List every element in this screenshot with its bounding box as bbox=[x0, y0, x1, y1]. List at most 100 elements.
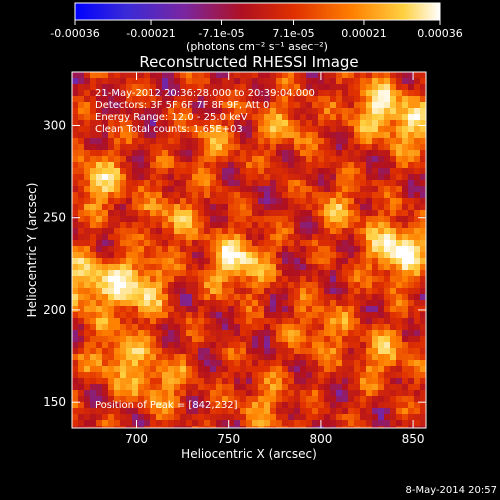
heatmap-cell bbox=[402, 72, 408, 78]
heatmap-cell bbox=[78, 402, 84, 408]
heatmap-cell bbox=[366, 216, 372, 222]
heatmap-cell bbox=[144, 396, 150, 402]
heatmap-cell bbox=[192, 324, 198, 330]
heatmap-cell bbox=[312, 276, 318, 282]
heatmap-cell bbox=[108, 294, 114, 300]
heatmap-cell bbox=[156, 414, 162, 420]
heatmap-cell bbox=[150, 426, 156, 428]
heatmap-cell bbox=[222, 204, 228, 210]
heatmap-cell bbox=[180, 192, 186, 198]
heatmap-cell bbox=[174, 414, 180, 420]
heatmap-cell bbox=[240, 222, 246, 228]
heatmap-cell bbox=[312, 246, 318, 252]
heatmap-cell bbox=[366, 150, 372, 156]
heatmap-cell bbox=[132, 72, 138, 78]
heatmap-cell bbox=[282, 114, 288, 120]
heatmap-cell bbox=[240, 198, 246, 204]
heatmap-cell bbox=[222, 372, 228, 378]
heatmap-cell bbox=[258, 108, 264, 114]
heatmap-cell bbox=[108, 330, 114, 336]
heatmap-cell bbox=[360, 108, 366, 114]
heatmap-cell bbox=[294, 408, 300, 414]
heatmap-cell bbox=[132, 258, 138, 264]
heatmap-cell bbox=[324, 90, 330, 96]
heatmap-cell bbox=[360, 408, 366, 414]
heatmap-cell bbox=[144, 354, 150, 360]
heatmap-cell bbox=[306, 90, 312, 96]
heatmap-cell bbox=[234, 294, 240, 300]
heatmap-cell bbox=[294, 354, 300, 360]
heatmap-cell bbox=[132, 180, 138, 186]
heatmap-cell bbox=[228, 90, 234, 96]
heatmap-cell bbox=[222, 138, 228, 144]
heatmap-cell bbox=[168, 198, 174, 204]
heatmap-cell bbox=[126, 360, 132, 366]
heatmap-cell bbox=[126, 252, 132, 258]
heatmap-cell bbox=[162, 258, 168, 264]
heatmap-cell bbox=[108, 138, 114, 144]
heatmap-cell bbox=[198, 126, 204, 132]
heatmap-cell bbox=[90, 414, 96, 420]
heatmap-cell bbox=[318, 102, 324, 108]
heatmap-cell bbox=[378, 234, 384, 240]
heatmap-cell bbox=[72, 150, 78, 156]
heatmap-cell bbox=[186, 414, 192, 420]
heatmap-cell bbox=[78, 198, 84, 204]
heatmap-cell bbox=[294, 366, 300, 372]
heatmap-cell bbox=[216, 156, 222, 162]
annotation-detectors: Detectors: 3F 5F 6F 7F 8F 9F, Att 0 bbox=[95, 100, 269, 111]
heatmap-cell bbox=[306, 258, 312, 264]
heatmap-cell bbox=[228, 324, 234, 330]
heatmap-cell bbox=[354, 306, 360, 312]
heatmap-cell bbox=[228, 384, 234, 390]
heatmap-cell bbox=[264, 426, 270, 428]
heatmap-cell bbox=[264, 234, 270, 240]
heatmap-cell bbox=[246, 168, 252, 174]
heatmap-cell bbox=[216, 180, 222, 186]
heatmap-cell bbox=[198, 384, 204, 390]
heatmap-cell bbox=[102, 192, 108, 198]
heatmap-cell bbox=[348, 336, 354, 342]
heatmap-cell bbox=[72, 384, 78, 390]
heatmap-cell bbox=[312, 186, 318, 192]
heatmap-cell bbox=[324, 402, 330, 408]
heatmap-cell bbox=[132, 174, 138, 180]
heatmap-cell bbox=[246, 246, 252, 252]
heatmap-cell bbox=[204, 114, 210, 120]
heatmap-cell bbox=[342, 234, 348, 240]
heatmap-cell bbox=[372, 138, 378, 144]
heatmap-cell bbox=[180, 174, 186, 180]
heatmap-cell bbox=[384, 168, 390, 174]
heatmap-cell bbox=[342, 192, 348, 198]
heatmap-cell bbox=[246, 348, 252, 354]
heatmap-cell bbox=[258, 402, 264, 408]
heatmap-cell bbox=[342, 324, 348, 330]
heatmap-cell bbox=[168, 114, 174, 120]
heatmap-cell bbox=[318, 126, 324, 132]
heatmap-cell bbox=[300, 72, 306, 78]
heatmap-cell bbox=[306, 390, 312, 396]
heatmap-cell bbox=[408, 180, 414, 186]
heatmap-cell bbox=[246, 186, 252, 192]
heatmap-cell bbox=[396, 96, 402, 102]
heatmap-cell bbox=[414, 330, 420, 336]
heatmap-cell bbox=[90, 234, 96, 240]
heatmap-cell bbox=[210, 288, 216, 294]
heatmap-cell bbox=[294, 246, 300, 252]
heatmap-cell bbox=[408, 342, 414, 348]
heatmap-cell bbox=[132, 216, 138, 222]
heatmap-cell bbox=[192, 354, 198, 360]
heatmap-cell bbox=[282, 204, 288, 210]
heatmap-cell bbox=[222, 78, 228, 84]
x-tick-label: 800 bbox=[309, 432, 332, 446]
heatmap-cell bbox=[294, 306, 300, 312]
heatmap-cell bbox=[120, 342, 126, 348]
heatmap-cell bbox=[216, 366, 222, 372]
heatmap-cell bbox=[72, 138, 78, 144]
heatmap-cell bbox=[402, 288, 408, 294]
heatmap-cell bbox=[354, 162, 360, 168]
heatmap-cell bbox=[198, 378, 204, 384]
heatmap-cell bbox=[306, 342, 312, 348]
heatmap-cell bbox=[222, 342, 228, 348]
heatmap-cell bbox=[228, 186, 234, 192]
